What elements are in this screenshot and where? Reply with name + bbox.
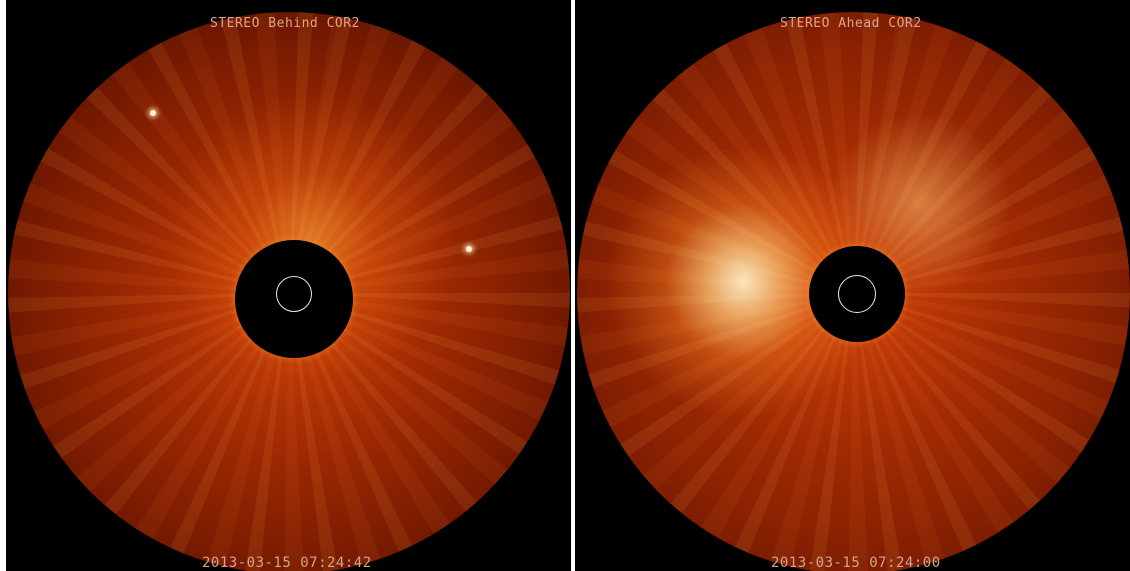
instrument-label: STEREO Ahead COR2 [780,16,922,31]
observation-timestamp: 2013-03-15 07:24:42 [202,555,372,571]
sun-limb-circle [276,276,312,312]
stereo-ahead-cor2-panel: STEREO Ahead COR2 2013-03-15 07:24:00 [575,0,1130,571]
instrument-label: STEREO Behind COR2 [210,16,360,31]
stereo-behind-cor2-panel: STEREO Behind COR2 2013-03-15 07:24:42 [6,0,571,571]
bright-star [466,246,472,252]
sun-limb-circle [838,275,876,313]
bright-star [150,110,156,116]
observation-timestamp: 2013-03-15 07:24:00 [771,555,941,571]
